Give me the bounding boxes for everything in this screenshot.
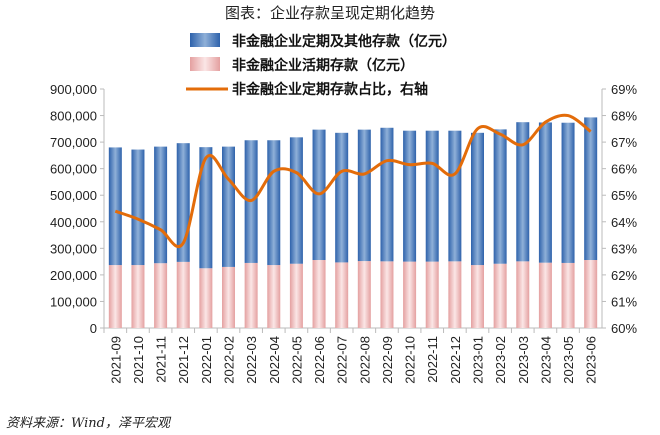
x-tick-label: 2023-06 bbox=[584, 336, 599, 384]
left-tick-label: 300,000 bbox=[50, 241, 97, 256]
left-tick-label: 600,000 bbox=[50, 162, 97, 177]
bar-demand-2022-07 bbox=[335, 262, 349, 328]
x-tick-label: 2022-06 bbox=[312, 336, 327, 384]
bar-term-2022-09 bbox=[380, 127, 394, 262]
bar-term-2022-10 bbox=[403, 130, 417, 262]
bar-term-2023-06 bbox=[584, 117, 598, 261]
x-tick-label: 2022-09 bbox=[380, 336, 395, 384]
chart-title: 图表：企业存款呈现定期化趋势 bbox=[224, 4, 435, 22]
right-tick-label: 62% bbox=[611, 268, 637, 283]
right-tick-label: 66% bbox=[611, 162, 637, 177]
bar-demand-2023-01 bbox=[471, 265, 484, 328]
right-tick-label: 60% bbox=[611, 321, 637, 336]
x-tick-label: 2021-12 bbox=[176, 336, 191, 384]
bar-term-2022-05 bbox=[289, 137, 303, 264]
bar-demand-2022-12 bbox=[448, 261, 462, 328]
x-tick-label: 2022-08 bbox=[357, 336, 372, 384]
x-tick-label: 2021-11 bbox=[154, 336, 169, 383]
bar-term-2023-02 bbox=[493, 129, 507, 264]
bar-demand-2022-03 bbox=[244, 262, 258, 328]
right-tick-label: 69% bbox=[611, 82, 637, 97]
bar-demand-2021-09 bbox=[108, 265, 122, 328]
bar-term-2021-09 bbox=[108, 147, 122, 266]
x-tick-label: 2023-03 bbox=[516, 336, 531, 384]
legend-label: 非金融企业活期存款（亿元） bbox=[232, 57, 414, 74]
legend-swatch bbox=[190, 33, 220, 47]
bar-demand-2022-02 bbox=[222, 266, 235, 328]
left-tick-label: 200,000 bbox=[50, 268, 97, 283]
bar-term-2022-01 bbox=[199, 147, 213, 269]
legend-swatch bbox=[190, 57, 220, 71]
left-tick-label: 900,000 bbox=[50, 82, 97, 97]
bar-demand-2022-04 bbox=[267, 265, 281, 328]
x-tick-label: 2023-05 bbox=[561, 336, 576, 384]
line-ratio bbox=[114, 113, 592, 249]
left-tick-label: 100,000 bbox=[50, 294, 97, 309]
legend-label: 非金融企业定期及其他存款（亿元） bbox=[232, 33, 456, 50]
x-tick-label: 2022-05 bbox=[289, 336, 304, 384]
bar-term-2023-04 bbox=[538, 122, 552, 263]
bar-demand-2022-10 bbox=[403, 261, 417, 328]
bar-demand-2023-04 bbox=[538, 262, 552, 328]
bar-term-2022-12 bbox=[448, 130, 462, 262]
bar-term-2022-11 bbox=[425, 130, 439, 262]
legend-label: 非金融企业定期存款占比，右轴 bbox=[232, 81, 428, 98]
bar-demand-2022-08 bbox=[357, 261, 371, 328]
bar-term-2022-02 bbox=[222, 146, 235, 267]
right-tick-label: 63% bbox=[611, 241, 637, 256]
right-tick-label: 65% bbox=[611, 188, 637, 203]
bar-term-2021-10 bbox=[131, 149, 145, 266]
x-tick-label: 2023-02 bbox=[493, 336, 508, 384]
left-tick-label: 0 bbox=[90, 321, 97, 336]
x-tick-label: 2022-12 bbox=[448, 336, 463, 384]
x-tick-label: 2022-11 bbox=[425, 336, 440, 383]
x-tick-label: 2022-04 bbox=[267, 336, 282, 384]
bar-term-2023-05 bbox=[561, 122, 575, 263]
x-tick-label: 2022-03 bbox=[244, 336, 259, 384]
bar-term-2023-01 bbox=[471, 132, 484, 266]
bar-demand-2022-09 bbox=[380, 261, 394, 328]
right-tick-label: 67% bbox=[611, 135, 637, 150]
right-tick-label: 68% bbox=[611, 109, 637, 124]
bar-demand-2022-05 bbox=[289, 263, 303, 328]
right-tick-label: 64% bbox=[611, 215, 637, 230]
x-tick-label: 2021-10 bbox=[131, 336, 146, 384]
bar-demand-2022-01 bbox=[199, 268, 213, 328]
x-tick-label: 2023-04 bbox=[538, 336, 553, 384]
bar-term-2021-11 bbox=[154, 146, 168, 264]
left-tick-label: 500,000 bbox=[50, 188, 97, 203]
bar-demand-2021-10 bbox=[131, 265, 145, 328]
bar-demand-2021-11 bbox=[154, 263, 168, 328]
x-tick-label: 2022-02 bbox=[222, 336, 237, 384]
bar-term-2022-04 bbox=[267, 140, 281, 266]
x-tick-label: 2023-01 bbox=[471, 336, 486, 384]
left-tick-label: 700,000 bbox=[50, 135, 97, 150]
bar-demand-2023-03 bbox=[516, 261, 530, 328]
x-tick-label: 2021-09 bbox=[108, 336, 123, 384]
left-tick-label: 800,000 bbox=[50, 109, 97, 124]
bar-term-2022-07 bbox=[335, 132, 349, 263]
source-note: 资料来源：Wind，泽平宏观 bbox=[6, 416, 170, 431]
bar-demand-2021-12 bbox=[176, 261, 190, 328]
bar-demand-2023-05 bbox=[561, 262, 575, 328]
x-tick-label: 2022-07 bbox=[335, 336, 350, 384]
x-tick-label: 2022-10 bbox=[403, 336, 418, 384]
right-tick-label: 61% bbox=[611, 294, 637, 309]
bar-demand-2023-02 bbox=[493, 263, 507, 328]
bar-demand-2022-11 bbox=[425, 261, 439, 328]
left-tick-label: 400,000 bbox=[50, 215, 97, 230]
bar-term-2022-08 bbox=[357, 129, 371, 262]
bar-demand-2022-06 bbox=[312, 260, 326, 328]
bar-term-2023-03 bbox=[516, 122, 530, 262]
bar-demand-2023-06 bbox=[584, 260, 598, 328]
x-tick-label: 2022-01 bbox=[199, 336, 214, 384]
